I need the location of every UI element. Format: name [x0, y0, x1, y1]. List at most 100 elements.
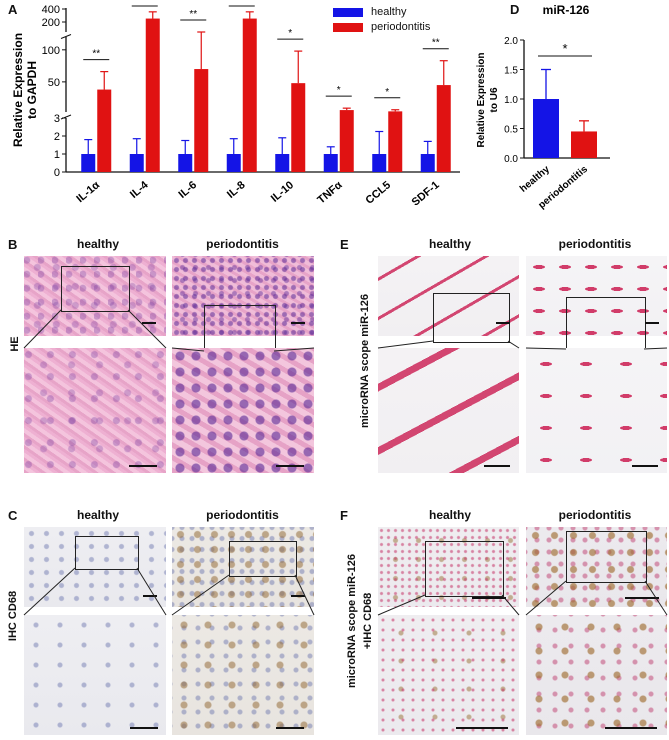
panel-label-b: B — [8, 237, 18, 252]
y-tick-label: 100 — [42, 45, 60, 57]
scale-bar — [130, 727, 158, 729]
roi-box — [433, 293, 510, 343]
scale-bar — [276, 465, 304, 467]
x-tick-label: SDF-1 — [410, 179, 442, 205]
bar-healthy — [81, 154, 96, 172]
bar-healthy — [372, 154, 387, 172]
scale-bar — [129, 465, 157, 467]
y-axis-label: to GAPDH — [25, 61, 39, 119]
x-tick-label: IL-1α — [74, 179, 102, 205]
scale-bar — [456, 727, 508, 729]
x-tick-label: TNFα — [315, 179, 344, 205]
legend-label-periodontitis: periodontitis — [371, 21, 431, 33]
y-tick-label: 0.0 — [504, 154, 518, 165]
panel-label-e: E — [340, 237, 349, 252]
header-c-healthy: healthy — [76, 508, 119, 522]
y-tick-label: 2 — [54, 131, 60, 143]
dual-healthy-zoom — [378, 615, 519, 735]
y-tick-label: 200 — [42, 17, 60, 29]
scale-bar — [496, 322, 510, 324]
y-axis-label: Relative Expression — [11, 33, 25, 147]
row-label-ihc: IHC CD68 — [7, 590, 19, 642]
x-tick-label: IL-4 — [128, 179, 151, 201]
header-f-healthy: healthy — [428, 508, 471, 522]
roi-box — [566, 531, 647, 583]
bar-healthy — [178, 154, 193, 172]
panel-label-a: A — [8, 2, 18, 17]
significance-label: * — [337, 85, 341, 96]
bar-periodontitis — [97, 89, 112, 172]
header-b-healthy: healthy — [76, 237, 119, 251]
bar-periodontitis — [571, 131, 597, 158]
scale-bar — [291, 322, 305, 324]
y-axis-label: Relative Expression — [476, 52, 487, 147]
axis-break — [60, 34, 72, 39]
significance-label: * — [288, 28, 292, 39]
roi-box — [566, 297, 646, 351]
header-e-healthy: healthy — [428, 237, 471, 251]
scale-bar — [484, 465, 510, 467]
roi-box — [425, 541, 504, 597]
bar-healthy — [226, 154, 241, 172]
chart-d: miR-126 0.0 0.5 1.0 1.5 2.0 Relative Expressio… — [476, 3, 610, 211]
x-tick-label: healthy — [518, 164, 552, 195]
bar-periodontitis — [291, 83, 306, 172]
legend-label-healthy: healthy — [371, 6, 407, 18]
y-tick-label: 2.0 — [504, 36, 518, 47]
panel-label-d: D — [510, 2, 520, 17]
significance-label: * — [385, 87, 389, 98]
scale-bar — [143, 595, 157, 597]
legend-swatch-healthy — [333, 7, 363, 17]
legend-swatch-periodontitis — [333, 22, 363, 32]
scale-bar — [472, 597, 506, 599]
scale-bar — [291, 595, 305, 597]
header-e-periodontitis: periodontitis — [558, 237, 632, 251]
significance-label: ** — [92, 49, 100, 60]
scale-bar — [625, 597, 659, 599]
legend-item-periodontitis: periodontitis — [333, 21, 430, 33]
significance-label: ** — [189, 9, 197, 20]
row-label-dual-2: +IHC CD68 — [362, 592, 374, 650]
y-tick-label: 0.5 — [504, 125, 518, 136]
bar-periodontitis — [388, 111, 403, 172]
dual-periodontitis-zoom — [526, 615, 667, 735]
scale-bar — [142, 322, 156, 324]
significance-label: ** — [238, 0, 246, 6]
bar-periodontitis — [339, 110, 354, 172]
y-tick-label: 3 — [54, 113, 60, 125]
bar-periodontitis — [242, 18, 257, 173]
y-tick-label: 1.5 — [504, 66, 518, 77]
bar-healthy — [129, 154, 144, 172]
y-tick-label: 0 — [54, 167, 60, 179]
y-tick-label: 1 — [54, 149, 60, 161]
header-f-periodontitis: periodontitis — [558, 508, 632, 522]
bar-healthy — [323, 154, 338, 172]
header-b-periodontitis: periodontitis — [206, 237, 279, 251]
panel-label-c: C — [8, 508, 18, 523]
y-tick-label: 400 — [42, 4, 60, 16]
x-tick-label: IL-6 — [176, 179, 199, 201]
x-tick-label: IL-8 — [225, 179, 248, 201]
bar-healthy — [275, 154, 290, 172]
y-tick-label: 1.0 — [504, 95, 518, 106]
x-tick-label: IL-10 — [269, 179, 296, 205]
bar-periodontitis — [436, 85, 451, 172]
dual-healthy-overview — [378, 527, 519, 607]
chart-a-legend: healthy periodontitis — [333, 6, 430, 33]
bar-healthy — [533, 99, 559, 158]
roi-box — [61, 266, 130, 312]
scale-bar — [605, 727, 657, 729]
mir-periodontitis-overview — [526, 256, 667, 336]
roi-box — [229, 541, 297, 577]
scale-bar — [276, 727, 304, 729]
scale-bar — [645, 322, 659, 324]
mir-periodontitis-zoom — [526, 348, 667, 473]
panel-label-f: F — [340, 508, 348, 523]
he-periodontitis-overview — [172, 256, 314, 336]
header-c-periodontitis: periodontitis — [206, 508, 279, 522]
legend-item-healthy: healthy — [333, 6, 430, 18]
scale-bar — [632, 465, 658, 467]
row-label-mir: microRNA scope miR-126 — [359, 293, 371, 429]
bar-healthy — [420, 154, 435, 172]
